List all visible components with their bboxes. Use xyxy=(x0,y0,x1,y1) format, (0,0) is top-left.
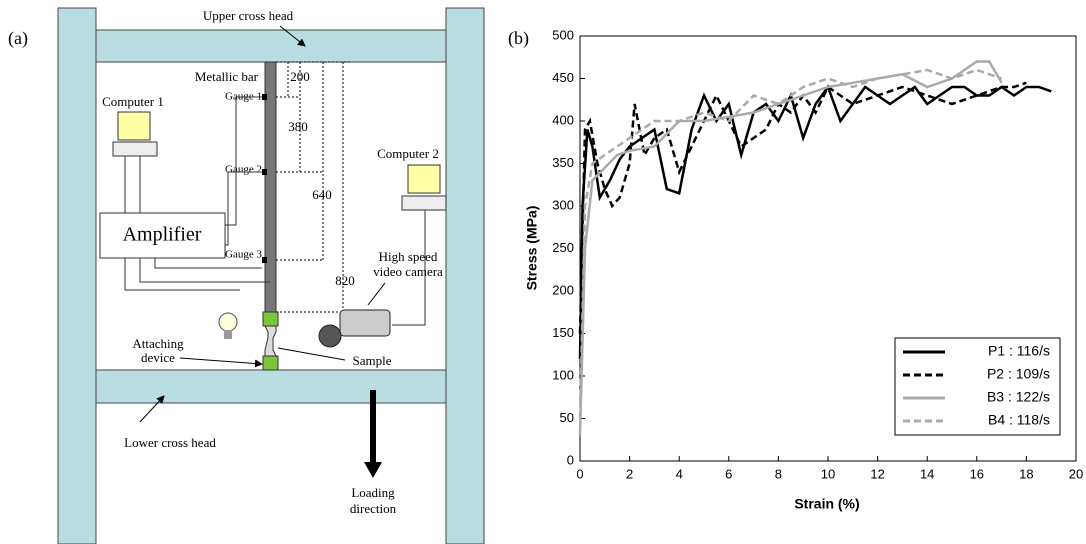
label: Metallic bar xyxy=(195,69,259,84)
sample xyxy=(264,325,277,357)
gauge xyxy=(262,169,267,175)
y-tick-label: 250 xyxy=(552,240,574,255)
arrow xyxy=(279,25,306,47)
label: Computer 2 xyxy=(377,146,439,161)
x-axis-label: Strain (%) xyxy=(794,496,859,512)
series-line xyxy=(578,84,1052,360)
distance: 380 xyxy=(288,119,308,134)
x-tick-label: 16 xyxy=(970,466,984,481)
x-tick-label: 12 xyxy=(870,466,884,481)
y-tick-label: 0 xyxy=(567,452,574,467)
x-tick-label: 0 xyxy=(576,466,583,481)
dimension-lines xyxy=(276,61,350,313)
distance: 820 xyxy=(335,273,355,288)
camera-icon xyxy=(318,309,391,348)
attaching-part xyxy=(262,355,279,371)
y-tick-label: 450 xyxy=(552,70,574,85)
x-tick-label: 2 xyxy=(626,466,633,481)
y-tick-label: 50 xyxy=(560,410,574,425)
label: Upper cross head xyxy=(203,8,294,23)
attaching-part xyxy=(262,311,279,327)
series-line xyxy=(578,60,1003,436)
wires xyxy=(124,96,426,326)
pointer xyxy=(277,347,346,361)
label: device xyxy=(141,350,175,365)
computer-icon xyxy=(401,164,447,211)
label: Sample xyxy=(353,353,392,368)
arrow xyxy=(179,357,263,368)
gauge xyxy=(262,257,267,263)
panel-label: (b) xyxy=(508,28,529,49)
panel-a: (a) Upper cross head Metallic bar Gauge … xyxy=(8,7,485,544)
bulb-icon xyxy=(218,312,238,339)
x-tick-label: 20 xyxy=(1069,466,1083,481)
label: direction xyxy=(350,501,397,516)
label: Gauge 3 xyxy=(225,249,262,261)
upper-cross-head xyxy=(95,29,447,63)
label: Amplifier xyxy=(123,224,202,246)
y-axis-label: Stress (MPa) xyxy=(524,206,540,291)
label: Gauge 2 xyxy=(225,164,262,176)
x-tick-label: 4 xyxy=(676,466,683,481)
y-tick-label: 150 xyxy=(552,325,574,340)
y-tick-label: 400 xyxy=(552,112,574,127)
series-line xyxy=(578,68,1003,419)
panel-label: (a) xyxy=(8,28,28,49)
pointer xyxy=(367,282,386,306)
frame-column xyxy=(445,7,485,544)
panel-b: (b) Stress (MPa) Strain (%) 0 2 4 6 8 10 12 14 1… xyxy=(508,27,1083,511)
arrow xyxy=(139,395,165,423)
y-tick-label: 500 xyxy=(552,27,574,42)
lower-cross-head xyxy=(95,369,447,404)
frame-column xyxy=(57,7,97,544)
label: Attaching xyxy=(132,336,184,351)
y-tick-label: 350 xyxy=(552,155,574,170)
computer-icon xyxy=(112,111,158,157)
x-tick-label: 14 xyxy=(920,466,934,481)
label: Lower cross head xyxy=(124,435,216,450)
label: video camera xyxy=(373,264,443,279)
y-tick-label: 300 xyxy=(552,197,574,212)
gauge xyxy=(262,94,267,100)
loading-arrow xyxy=(364,390,382,478)
x-tick-label: 18 xyxy=(1019,466,1033,481)
series-line xyxy=(578,81,1027,334)
x-tick-label: 6 xyxy=(725,466,732,481)
distance: 200 xyxy=(290,69,310,84)
legend-label: B4 : 118/s xyxy=(988,412,1050,428)
amplifier-box xyxy=(99,212,226,259)
y-tick-label: 100 xyxy=(552,367,574,382)
x-tick-label: 10 xyxy=(821,466,835,481)
legend-box xyxy=(894,337,1061,436)
distance: 640 xyxy=(312,187,332,202)
legend-label: B3 : 122/s xyxy=(987,389,1050,405)
legend-label: P2 : 109/s xyxy=(987,366,1050,382)
y-tick-label: 200 xyxy=(552,282,574,297)
legend-label: P1 : 116/s xyxy=(988,343,1050,359)
x-tick-label: 8 xyxy=(775,466,782,481)
label: High speed xyxy=(379,249,438,264)
label: Loading xyxy=(351,485,395,500)
label: Computer 1 xyxy=(102,94,164,109)
